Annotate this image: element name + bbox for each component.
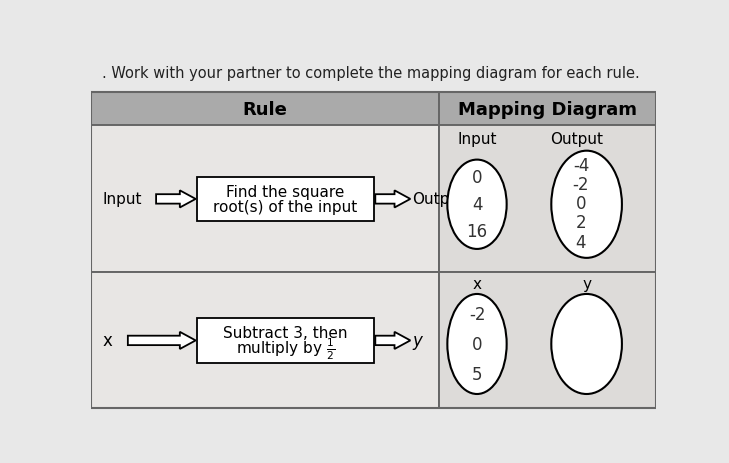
Bar	[439, 273, 656, 408]
Polygon shape	[375, 191, 410, 208]
Bar	[198, 177, 373, 222]
Text: y: y	[582, 277, 591, 292]
Text: x: x	[102, 332, 112, 350]
Text: multiply by $\frac{1}{2}$: multiply by $\frac{1}{2}$	[236, 336, 335, 361]
Bar	[198, 319, 373, 363]
Text: -4: -4	[573, 156, 589, 174]
Text: 4: 4	[576, 233, 586, 251]
Text: root(s) of the input: root(s) of the input	[214, 200, 358, 215]
Bar	[91, 93, 439, 126]
Text: -2: -2	[573, 175, 589, 194]
Text: Input: Input	[102, 192, 142, 207]
Ellipse shape	[551, 294, 622, 394]
Text: Rule: Rule	[243, 100, 287, 119]
Text: 4: 4	[472, 196, 483, 214]
Text: 0: 0	[472, 169, 483, 187]
Ellipse shape	[551, 151, 622, 258]
Text: 0: 0	[576, 195, 586, 213]
Text: Subtract 3, then: Subtract 3, then	[223, 325, 348, 340]
Polygon shape	[156, 191, 195, 208]
Text: Output: Output	[412, 192, 465, 207]
Text: Output: Output	[550, 132, 604, 147]
Text: 16: 16	[467, 223, 488, 241]
Text: -2: -2	[469, 305, 486, 323]
Text: 0: 0	[472, 335, 483, 353]
Bar	[439, 126, 656, 273]
Text: Find the square: Find the square	[226, 184, 345, 199]
Text: . Work with your partner to complete the mapping diagram for each rule.: . Work with your partner to complete the…	[102, 66, 640, 81]
Text: Mapping Diagram: Mapping Diagram	[458, 100, 637, 119]
Bar	[439, 93, 656, 126]
Ellipse shape	[448, 294, 507, 394]
Bar	[91, 126, 439, 273]
Bar	[91, 273, 439, 408]
Text: 2: 2	[576, 214, 586, 232]
Bar	[91, 93, 656, 408]
Polygon shape	[128, 332, 195, 349]
Text: Input: Input	[457, 132, 496, 147]
Polygon shape	[375, 332, 410, 349]
Text: y: y	[412, 332, 422, 350]
Text: x: x	[472, 277, 481, 292]
Ellipse shape	[448, 160, 507, 250]
Text: 5: 5	[472, 365, 483, 383]
